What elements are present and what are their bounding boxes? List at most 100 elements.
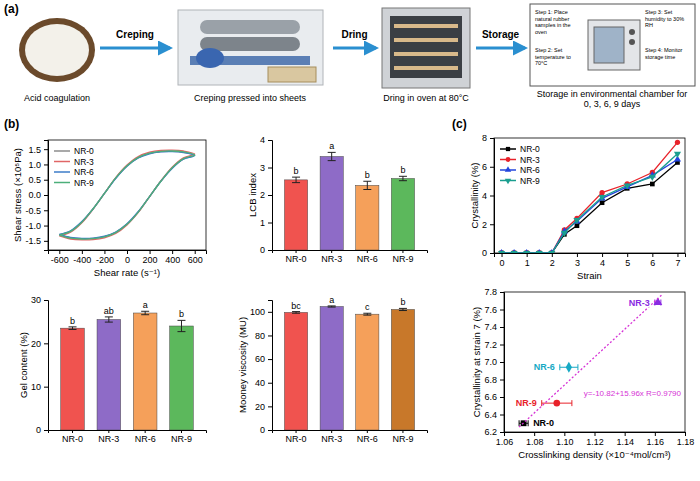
error-cap xyxy=(541,400,542,406)
tick: -600 xyxy=(51,250,69,265)
tick: NR-0 xyxy=(286,430,307,444)
tick-label: 7.6 xyxy=(484,305,497,315)
text-line: storage time xyxy=(645,54,675,60)
tick-mark xyxy=(490,138,494,139)
tick: 4 xyxy=(600,253,605,268)
tick-mark xyxy=(527,253,528,257)
tick-mark xyxy=(402,430,403,433)
chart: NR-0NR-3NR-6NR-90102030Gel content (%)ba… xyxy=(18,295,207,444)
tick-mark xyxy=(108,430,109,433)
error-line xyxy=(367,181,368,189)
diagram: Acid coagulationCreping pressed into she… xyxy=(19,4,695,109)
tick-label: 30 xyxy=(31,295,41,305)
arrow-label: Storage xyxy=(482,29,520,40)
data-point xyxy=(561,231,568,237)
x-axis-title: Shear rate (s⁻¹) xyxy=(94,267,160,278)
data-point xyxy=(498,251,505,253)
tick-label: 6.6 xyxy=(484,392,497,402)
tick: 1 xyxy=(260,218,272,228)
text-line: Step 2: Set xyxy=(535,47,563,53)
tick: -200 xyxy=(96,250,114,265)
legend-swatch xyxy=(54,161,70,163)
tick: NR-0 xyxy=(62,430,83,444)
legend-swatch xyxy=(54,171,70,173)
tick: 3 xyxy=(260,163,272,173)
legend-marker xyxy=(506,147,510,151)
text-line: 0, 3, 6, 9 days xyxy=(584,99,641,109)
tick-mark xyxy=(595,432,596,436)
plot-area xyxy=(59,150,194,240)
tick-mark xyxy=(44,387,48,388)
error-bar xyxy=(177,320,185,331)
tick-mark xyxy=(655,432,656,436)
error-bar xyxy=(363,313,371,315)
chamber-box xyxy=(530,4,695,86)
tick-label: 6 xyxy=(482,162,487,172)
legend-label: NR-0 xyxy=(74,146,94,156)
y-axis: 6.26.46.66.87.07.27.47.67.8 xyxy=(484,287,504,437)
tick-label: NR-3 xyxy=(321,434,342,444)
error-cap xyxy=(363,181,371,182)
plot-frame xyxy=(504,292,685,432)
tick-label: 1.08 xyxy=(526,437,544,447)
tick-mark xyxy=(104,250,105,254)
tick-mark xyxy=(172,250,173,254)
tick-label: NR-6 xyxy=(135,434,156,444)
process-arrow xyxy=(100,47,170,50)
oven-shelf xyxy=(394,66,458,70)
tick: 20 xyxy=(255,402,272,412)
text-line: humidity to 30% xyxy=(645,16,684,22)
tick-label: 5 xyxy=(625,258,630,268)
tick-mark xyxy=(268,383,272,384)
error-cap xyxy=(363,315,371,316)
legend-entry: NR-0 xyxy=(500,144,540,154)
text-line: temperature to xyxy=(535,54,571,60)
tick-label: -0.5 xyxy=(25,206,41,216)
tick-label: NR-9 xyxy=(392,434,413,444)
tick-label: 0 xyxy=(260,245,265,255)
error-bar xyxy=(399,176,407,180)
series-line xyxy=(59,150,194,240)
tick: 1.16 xyxy=(647,432,665,447)
tick-label: 4 xyxy=(260,135,265,145)
tick-label: 4 xyxy=(482,191,487,201)
tick-mark xyxy=(602,253,603,257)
chamber-window xyxy=(594,27,624,63)
significance-letter: c xyxy=(365,302,370,312)
tick-mark xyxy=(500,345,504,346)
y-axis-title: LCB index xyxy=(247,173,258,217)
error-bar xyxy=(292,177,300,183)
machine-ground xyxy=(178,10,323,85)
tick: 0 xyxy=(260,245,272,255)
plot-frame xyxy=(48,140,206,250)
legend-entry: NR-9 xyxy=(500,176,540,186)
error-bar xyxy=(363,181,371,189)
tick: NR-6 xyxy=(135,430,156,444)
oven-shelf xyxy=(394,52,458,56)
error-cap xyxy=(292,311,300,312)
axis-line xyxy=(44,301,49,431)
legend-entry: NR-3 xyxy=(500,155,540,165)
tick-label: 1.12 xyxy=(586,437,604,447)
tick-label: 8 xyxy=(482,133,487,143)
axis-line xyxy=(505,433,686,437)
error-bar xyxy=(328,306,336,307)
tick: 1.10 xyxy=(556,432,574,447)
text-line: Dring in oven at 80°C xyxy=(383,93,469,103)
panel-label: (c) xyxy=(452,117,467,131)
chart: NR-0NR-3NR-6NR-9020406080100Mooney visco… xyxy=(237,295,428,444)
tick: 2 xyxy=(260,190,272,200)
tick-label: -200 xyxy=(96,255,114,265)
point-label: NR-9 xyxy=(516,398,537,408)
series-line xyxy=(502,160,678,253)
series-line xyxy=(519,294,662,427)
tick-label: NR-6 xyxy=(357,254,378,264)
legend-label: NR-9 xyxy=(520,176,540,186)
tick-mark xyxy=(577,253,578,257)
tick-mark xyxy=(181,430,182,433)
tick-label: 10 xyxy=(31,382,41,392)
data-point xyxy=(674,152,681,158)
tick-label: 0 xyxy=(500,258,505,268)
point-label: NR-6 xyxy=(534,362,555,372)
tick: 8 xyxy=(482,133,494,143)
